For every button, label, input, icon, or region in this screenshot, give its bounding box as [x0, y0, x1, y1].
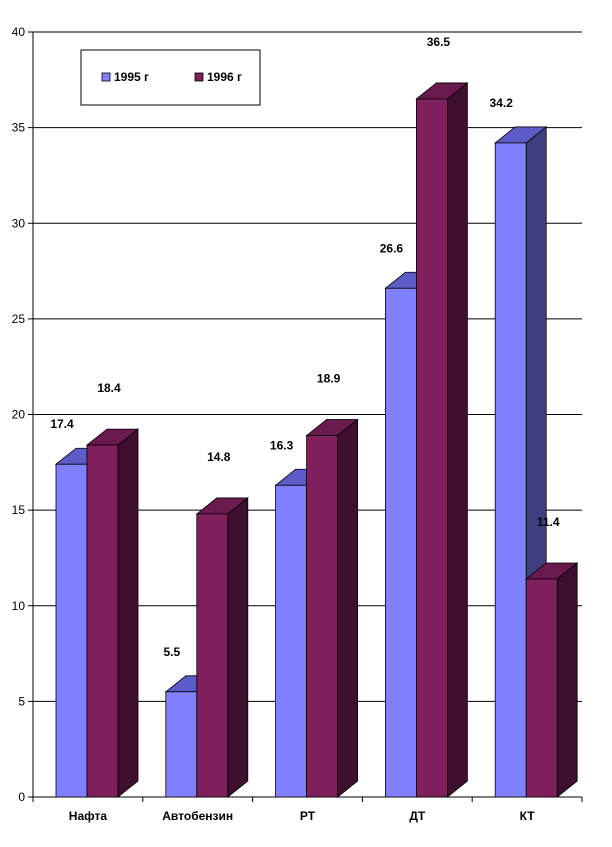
category-label: РТ: [300, 809, 316, 823]
data-label: 17.4: [50, 417, 74, 431]
bar-side: [227, 497, 249, 798]
bars-layer: [54, 82, 579, 798]
data-label: 14.8: [207, 450, 231, 464]
bar: [86, 444, 119, 798]
labels-layer: Нафта 17.4 18.4 Автобензин 5.5 14.8 РТ 16.3 18.9…: [50, 35, 560, 823]
bar: [275, 484, 308, 798]
legend-box: [80, 49, 261, 106]
category-label: ДТ: [409, 809, 426, 823]
y-tick-label: 5: [18, 694, 25, 708]
bar: [384, 287, 417, 798]
category-label: КТ: [520, 809, 536, 823]
legend-label: 1995 г: [114, 70, 149, 84]
data-label: 5.5: [163, 645, 180, 659]
data-label: 26.6: [380, 241, 404, 255]
data-label: 18.4: [97, 381, 121, 395]
bar: [525, 578, 558, 798]
bar-side: [556, 562, 578, 798]
bar: [165, 691, 198, 798]
y-tick-label: 20: [12, 408, 26, 422]
axis-layer: 0 5 10 15 20 25 30 35 40: [12, 25, 583, 804]
data-label: 36.5: [427, 35, 451, 49]
y-tick-label: 15: [12, 503, 26, 517]
y-tick-label: 35: [12, 121, 26, 135]
bar: [196, 513, 229, 798]
y-tick-label: 30: [12, 216, 26, 230]
data-label: 34.2: [490, 96, 514, 110]
y-tick-label: 10: [12, 599, 26, 613]
data-label: 16.3: [270, 438, 294, 452]
data-label: 11.4: [537, 515, 560, 529]
bar-side: [446, 82, 468, 798]
y-tick-label: 25: [12, 312, 26, 326]
legend-swatch: [101, 72, 111, 82]
bar-side: [337, 418, 359, 798]
bar: [415, 98, 448, 798]
legend-swatch: [194, 72, 204, 82]
category-label: Нафта: [69, 809, 108, 823]
bar: [306, 435, 339, 798]
bar: [494, 142, 527, 798]
category-label: Автобензин: [162, 809, 233, 823]
y-tick-label: 40: [12, 25, 26, 39]
legend-label: 1996 г: [207, 70, 242, 84]
bar: [55, 463, 88, 798]
legend: 1995 г 1996 г: [80, 49, 261, 106]
bar-side: [117, 428, 139, 798]
data-label: 18.9: [317, 372, 341, 386]
y-tick-label: 0: [18, 790, 25, 804]
